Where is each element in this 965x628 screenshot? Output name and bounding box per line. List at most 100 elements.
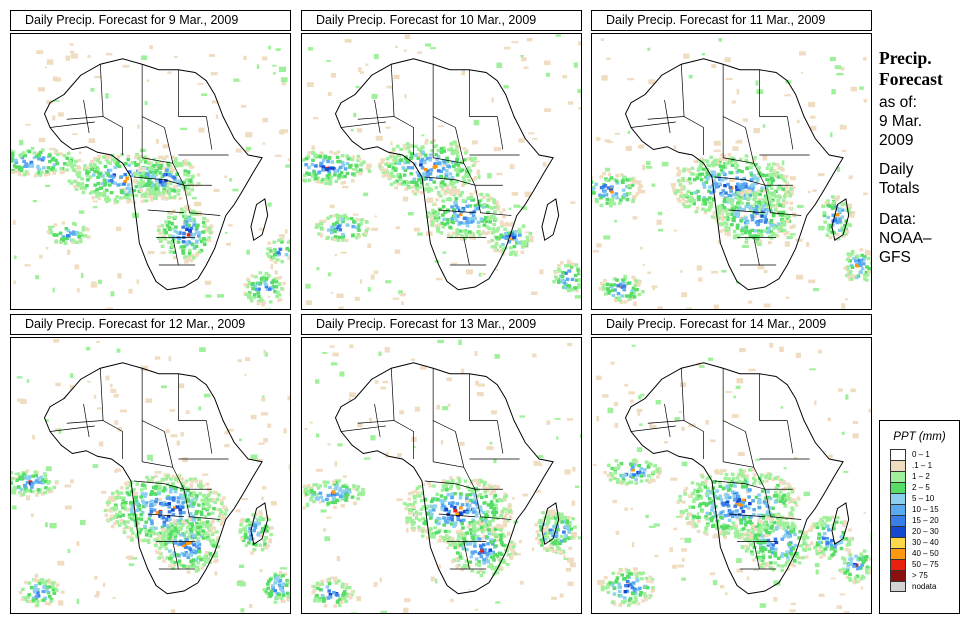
- panel-map: [10, 337, 291, 614]
- madagascar-outline: [831, 198, 850, 242]
- coastline: [334, 362, 554, 595]
- forecast-panel: Daily Precip. Forecast for 13 Mar., 2009: [301, 314, 582, 614]
- precip-map: [302, 34, 581, 309]
- source-line2: NOAA–: [879, 230, 932, 247]
- asof-line3: 2009: [879, 132, 914, 149]
- legend-label: 30 – 40: [912, 538, 939, 547]
- panel-title: Daily Precip. Forecast for 10 Mar., 2009: [301, 10, 582, 31]
- precip-field: [11, 338, 290, 613]
- country-borders: [631, 368, 810, 570]
- legend-label: 1 – 2: [912, 472, 930, 481]
- panel-map: [591, 337, 872, 614]
- madagascar-outline: [541, 502, 560, 546]
- legend-swatch: [890, 515, 906, 526]
- precip-field: [592, 37, 871, 309]
- legend-entry: 40 – 50: [890, 548, 959, 559]
- coastline: [43, 362, 263, 595]
- legend-label: 0 – 1: [912, 450, 930, 459]
- legend-label: 5 – 10: [912, 494, 935, 503]
- legend-label: > 75: [912, 571, 928, 580]
- coastline: [624, 362, 844, 595]
- sidebar-info: Precip. Forecast as of: 9 Mar. 2009 Dail…: [879, 48, 963, 267]
- legend-swatch: [890, 581, 906, 592]
- source-line3: GFS: [879, 249, 911, 266]
- forecast-panel: Daily Precip. Forecast for 11 Mar., 2009: [591, 10, 872, 310]
- legend: PPT (mm) 0 – 1 .1 – 1 1 – 2 2 – 5 5 – 10 10 –…: [879, 420, 960, 614]
- legend-swatch: [890, 493, 906, 504]
- legend-swatch: [890, 570, 906, 581]
- legend-label: 2 – 5: [912, 483, 930, 492]
- legend-swatch: [890, 460, 906, 471]
- panel-map: [301, 337, 582, 614]
- type-line1: Daily: [879, 161, 914, 178]
- panel-title: Daily Precip. Forecast for 12 Mar., 2009: [10, 314, 291, 335]
- country-borders: [341, 368, 520, 570]
- precip-field: [592, 342, 871, 613]
- panel-title: Daily Precip. Forecast for 11 Mar., 2009: [591, 10, 872, 31]
- country-borders: [50, 368, 229, 570]
- legend-swatch: [890, 548, 906, 559]
- sidebar-heading-line2: Forecast: [879, 69, 943, 89]
- precip-field: [302, 339, 581, 613]
- panel-map: [591, 33, 872, 310]
- legend-swatch: [890, 559, 906, 570]
- forecast-panel: Daily Precip. Forecast for 12 Mar., 2009: [10, 314, 291, 614]
- precip-map: [302, 339, 581, 613]
- legend-swatch: [890, 504, 906, 515]
- madagascar-outline: [250, 502, 269, 546]
- panel-title: Daily Precip. Forecast for 13 Mar., 2009: [301, 314, 582, 335]
- country-borders: [631, 64, 810, 266]
- legend-entry: 20 – 30: [890, 526, 959, 537]
- sidebar-heading-line1: Precip.: [879, 48, 932, 68]
- legend-entry: 30 – 40: [890, 537, 959, 548]
- coastline: [334, 58, 554, 291]
- country-borders: [341, 64, 520, 266]
- precip-field: [302, 34, 581, 309]
- madagascar-outline: [250, 198, 269, 242]
- legend-entry: 15 – 20: [890, 515, 959, 526]
- country-borders: [50, 64, 229, 266]
- legend-swatch: [890, 482, 906, 493]
- madagascar-outline: [831, 502, 850, 546]
- legend-label: .1 – 1: [912, 461, 933, 470]
- legend-swatch: [890, 471, 906, 482]
- madagascar-outline: [541, 198, 560, 242]
- legend-title: PPT (mm): [893, 431, 946, 443]
- legend-label: 10 – 15: [912, 505, 939, 514]
- forecast-panel: Daily Precip. Forecast for 14 Mar., 2009: [591, 314, 872, 614]
- legend-label: nodata: [912, 582, 937, 591]
- forecast-panel: Daily Precip. Forecast for 9 Mar., 2009: [10, 10, 291, 310]
- panel-map: [301, 33, 582, 310]
- coastline: [624, 58, 844, 291]
- legend-entry: 1 – 2: [890, 471, 959, 482]
- legend-entry: 50 – 75: [890, 559, 959, 570]
- type-line2: Totals: [879, 180, 920, 197]
- precip-field: [11, 43, 290, 309]
- panel-map: [10, 33, 291, 310]
- legend-entry: 10 – 15: [890, 504, 959, 515]
- legend-entry: .1 – 1: [890, 460, 959, 471]
- precip-map: [11, 43, 290, 309]
- precip-map: [592, 342, 871, 613]
- legend-swatch: [890, 449, 906, 460]
- legend-label: 15 – 20: [912, 516, 939, 525]
- legend-label: 40 – 50: [912, 549, 939, 558]
- legend-entry: 0 – 1: [890, 449, 959, 460]
- source-line1: Data:: [879, 211, 917, 228]
- legend-entry: 5 – 10: [890, 493, 959, 504]
- legend-swatch: [890, 537, 906, 548]
- panel-title: Daily Precip. Forecast for 9 Mar., 2009: [10, 10, 291, 31]
- panel-title: Daily Precip. Forecast for 14 Mar., 2009: [591, 314, 872, 335]
- legend-entry: 2 – 5: [890, 482, 959, 493]
- forecast-panel: Daily Precip. Forecast for 10 Mar., 2009: [301, 10, 582, 310]
- precip-map: [11, 338, 290, 613]
- legend-swatch: [890, 526, 906, 537]
- legend-label: 50 – 75: [912, 560, 939, 569]
- coastline: [43, 58, 263, 291]
- precip-map: [592, 37, 871, 309]
- asof-line2: 9 Mar.: [879, 113, 923, 130]
- legend-entry: nodata: [890, 581, 959, 592]
- asof-line1: as of:: [879, 94, 917, 111]
- legend-label: 20 – 30: [912, 527, 939, 536]
- legend-entry: > 75: [890, 570, 959, 581]
